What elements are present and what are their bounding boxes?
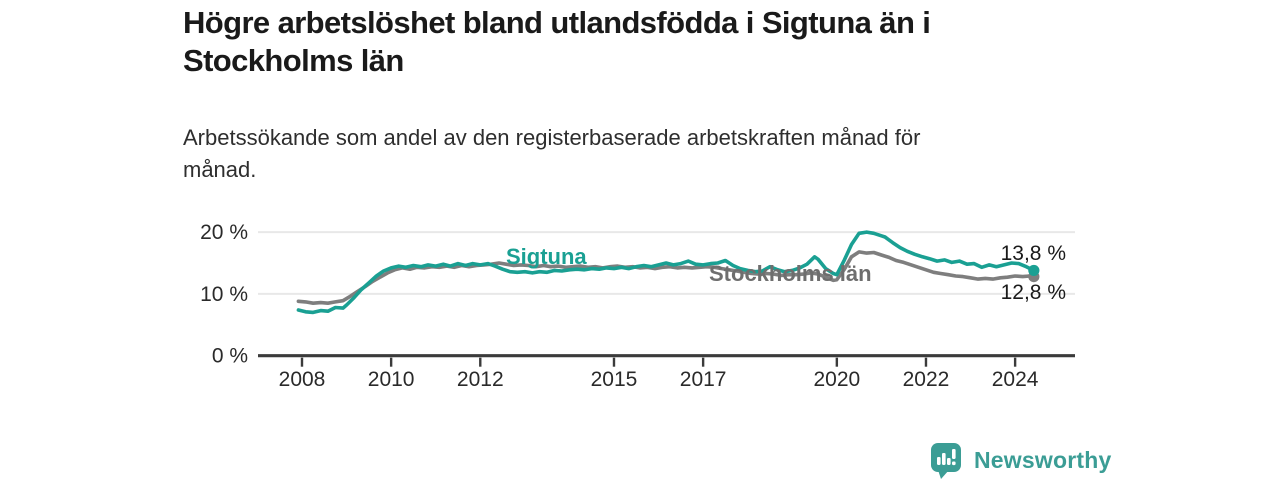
chart-subtitle-line-2: månad. [183,157,257,182]
y-tick-label-0: 0 % [212,345,248,368]
end-value-label-sigtuna: 13,8 % [1000,242,1066,265]
chart-subtitle-line-1: Arbetssökande som andel av den registerb… [183,125,921,150]
series-line-stockholms-l-n [296,250,1036,306]
series-label-stockholms-lan: Stockholms län [709,261,872,286]
y-tick-label-20: 20 % [200,221,248,244]
series-label-sigtuna: Sigtuna [506,244,587,269]
y-tick-label-10: 10 % [200,283,248,306]
x-tick-label-2015: 2015 [591,368,638,391]
series-line-sigtuna [296,230,1036,315]
series-end-dot-sigtuna [1028,264,1040,277]
x-tick-label-2024: 2024 [992,368,1039,391]
x-tick-label-2008: 2008 [279,368,326,391]
x-tick-label-2010: 2010 [368,368,415,391]
newsworthy-chart-bubble-icon [931,443,961,479]
end-value-label-stockholms-lan: 12,8 % [1000,281,1066,304]
x-tick-label-2022: 2022 [903,368,950,391]
newsworthy-logo: Newsworthy [930,442,1111,479]
x-tick-label-2012: 2012 [457,368,504,391]
newsworthy-wordmark: Newsworthy [974,447,1112,473]
chart-title-line-2: Stockholms län [183,43,404,78]
x-tick-label-2017: 2017 [680,368,727,391]
chart-title-line-1: Högre arbetslöshet bland utlandsfödda i … [183,5,931,40]
chart-subtitle: Arbetssökande som andel av den registerb… [183,122,1083,186]
x-tick-label-2020: 2020 [813,368,860,391]
chart-title: Högre arbetslöshet bland utlandsfödda i … [183,4,1143,80]
